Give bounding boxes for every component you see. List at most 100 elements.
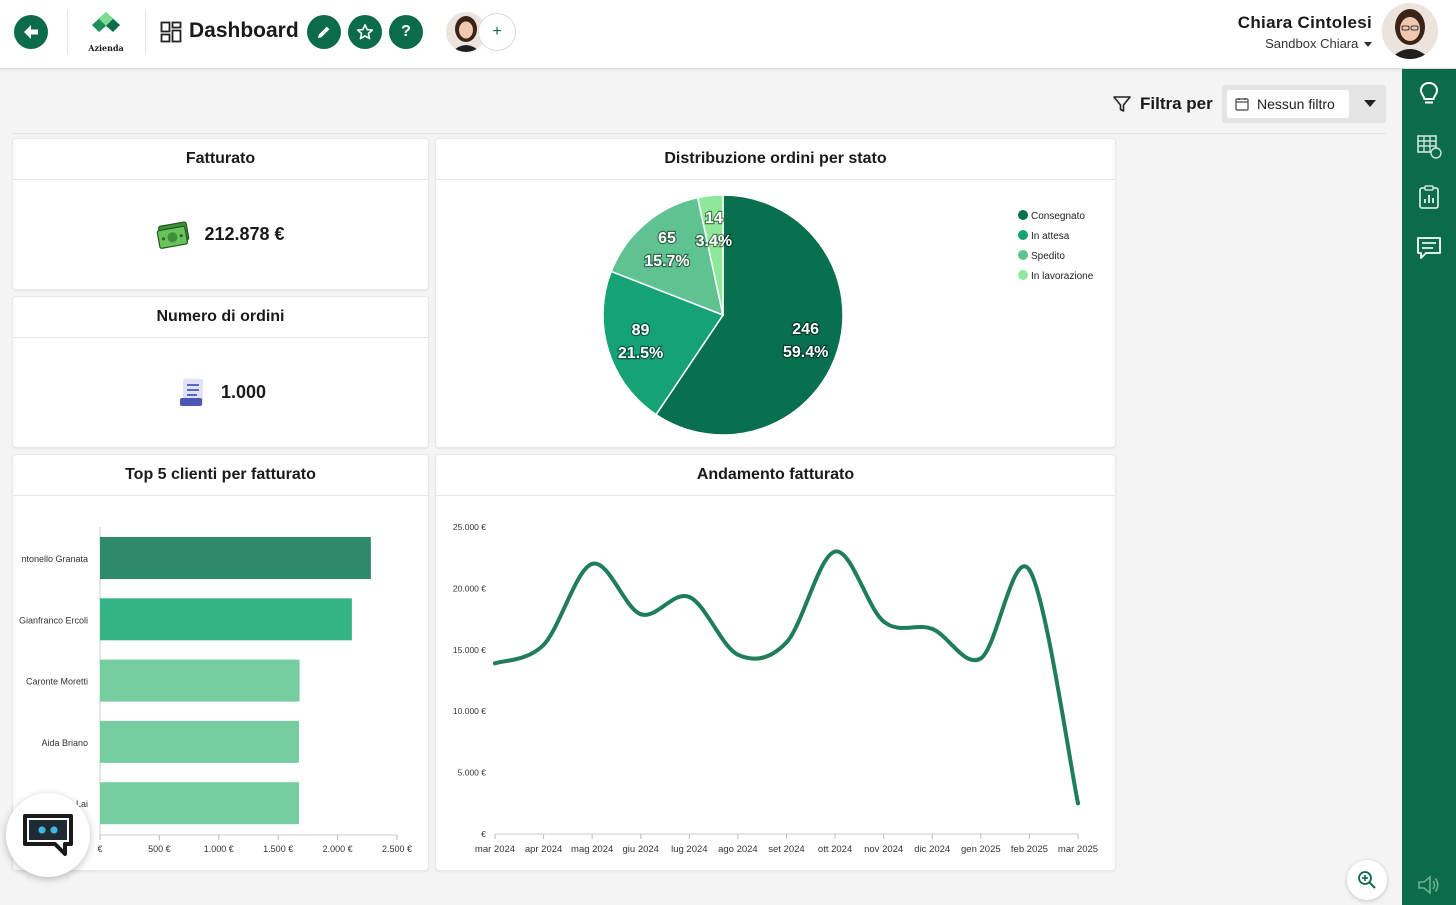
- user-name[interactable]: Chiara Cintolesi: [1237, 13, 1372, 32]
- bar-category-label: Gianfranco Ercoli: [19, 615, 88, 625]
- line-point[interactable]: [1027, 567, 1032, 572]
- line-point[interactable]: [881, 619, 886, 624]
- back-button[interactable]: [14, 15, 48, 49]
- bar-client[interactable]: [100, 537, 371, 579]
- document-list-icon: [179, 378, 203, 406]
- line-point[interactable]: [784, 640, 789, 645]
- filter-value-box[interactable]: Nessun filtro: [1227, 90, 1349, 118]
- calendar-icon: [1235, 98, 1249, 111]
- bar-client[interactable]: [100, 659, 300, 702]
- caret-down-icon: [1364, 42, 1372, 48]
- revenue-trend-line-chart: €5.000 € 10.000 € 15.000 € 20.000 € 25.000 €…: [453, 522, 1098, 855]
- right-sidebar: [1402, 69, 1456, 905]
- line-x-tick: ott 2024: [818, 844, 852, 855]
- revenue-trend-card: Andamento fatturato €5.000 € 10.000 € 15.0…: [435, 454, 1116, 871]
- pie-slice-consegnato[interactable]: [655, 194, 844, 436]
- bar-x-tick: 2.500 €: [382, 844, 412, 854]
- line-x-tick: giu 2024: [623, 844, 659, 855]
- line-y-tick: 20.000 €: [453, 583, 486, 593]
- lightbulb-icon[interactable]: [1416, 81, 1442, 107]
- line-y-tick: 15.000 €: [453, 645, 486, 655]
- pie-value-label: 14: [705, 210, 723, 227]
- chat-message-icon[interactable]: [1416, 235, 1442, 261]
- line-point[interactable]: [978, 656, 983, 661]
- pie-percent-label: 3.4%: [696, 233, 732, 250]
- revenue-card: Fatturato 212.878 €: [12, 138, 429, 290]
- legend-label[interactable]: Spedito: [1031, 251, 1065, 262]
- pie-card-title: Distribuzione ordini per stato: [436, 139, 1115, 180]
- line-x-tick: mag 2024: [571, 844, 613, 855]
- help-button[interactable]: ?: [389, 15, 423, 49]
- line-point[interactable]: [833, 549, 838, 554]
- chatbot-icon: [23, 814, 73, 856]
- pie-value-label: 65: [658, 230, 676, 247]
- legend-swatch: [1018, 210, 1028, 220]
- line-point[interactable]: [590, 561, 595, 566]
- orders-status-card: Distribuzione ordini per stato 246 59.4% 8…: [435, 138, 1116, 448]
- orders-card-title: Numero di ordini: [13, 297, 428, 338]
- pie-percent-label: 15.7%: [644, 253, 689, 270]
- clipboard-chart-icon[interactable]: [1416, 184, 1442, 210]
- bar-category-label: Lai: [76, 799, 88, 809]
- dropdown-caret-icon[interactable]: [1364, 100, 1376, 107]
- pie-value-label: 246: [792, 321, 819, 338]
- line-point[interactable]: [493, 661, 497, 666]
- user-avatar[interactable]: [1382, 3, 1438, 59]
- star-icon: [356, 23, 374, 40]
- workspace-name: Sandbox Chiara: [1265, 36, 1359, 51]
- line-point[interactable]: [638, 612, 643, 617]
- line-x-tick: apr 2024: [525, 844, 563, 855]
- top-clients-card-title: Top 5 clienti per fatturato: [13, 455, 428, 496]
- legend-label[interactable]: Consegnato: [1031, 211, 1085, 222]
- legend-label[interactable]: In lavorazione: [1031, 271, 1094, 282]
- page-title: Dashboard: [189, 19, 299, 42]
- line-y-tick: €: [481, 829, 486, 839]
- chatbot-button[interactable]: [6, 793, 90, 877]
- add-user-button[interactable]: +: [478, 13, 516, 51]
- bar-category-label: Caronte Moretti: [26, 677, 88, 687]
- line-point[interactable]: [930, 626, 935, 631]
- line-point[interactable]: [687, 594, 692, 599]
- orders-status-pie-chart: 246 59.4% 89 21.5% 65 15.7% 14 3.4% Consegnato In…: [602, 194, 1094, 436]
- line-x-tick: nov 2024: [864, 844, 903, 855]
- filter-label-text: Filtra per: [1140, 94, 1213, 113]
- table-help-icon[interactable]: [1416, 133, 1442, 159]
- company-logo[interactable]: Azienda: [86, 10, 126, 56]
- zoom-button[interactable]: [1347, 860, 1387, 900]
- favorite-button[interactable]: [348, 15, 382, 49]
- orders-value: 1.000: [220, 382, 267, 402]
- edit-button[interactable]: [307, 15, 341, 49]
- line-point[interactable]: [541, 642, 546, 647]
- bar-client[interactable]: [100, 598, 352, 641]
- top-clients-card: Top 5 clienti per fatturato ntonello Gra…: [12, 454, 429, 871]
- workspace-selector[interactable]: Sandbox Chiara: [1265, 36, 1372, 51]
- pie-slice-in-attesa[interactable]: [602, 270, 725, 416]
- filter-label: Filtra per: [1112, 94, 1213, 114]
- bar-client[interactable]: [100, 782, 299, 825]
- line-point[interactable]: [1076, 801, 1080, 806]
- plus-icon: +: [492, 23, 502, 40]
- top-bar: Azienda Dashboard ? + Chiara Cintolesi S…: [0, 0, 1456, 69]
- bar-category-label: Aida Briano: [41, 738, 88, 748]
- pie-slice-in-lavorazione[interactable]: [696, 194, 724, 316]
- line-point[interactable]: [735, 652, 740, 657]
- pie-slice-spedito[interactable]: [610, 196, 725, 317]
- speaker-icon[interactable]: [1416, 872, 1442, 898]
- pie-percent-label: 59.4%: [783, 344, 828, 361]
- filter-select[interactable]: Nessun filtro: [1222, 85, 1386, 123]
- line-x-tick: feb 2025: [1011, 844, 1048, 855]
- bar-x-tick: 500 €: [148, 844, 171, 854]
- pie-value-label: 89: [632, 322, 650, 339]
- trend-card-title: Andamento fatturato: [436, 455, 1115, 496]
- money-icon: [157, 220, 190, 249]
- bar-client[interactable]: [100, 720, 299, 763]
- line-x-tick: set 2024: [768, 844, 804, 855]
- line-x-tick: mar 2024: [475, 844, 515, 855]
- legend-label[interactable]: In attesa: [1031, 231, 1070, 242]
- filter-funnel-icon: [1113, 96, 1131, 112]
- legend-swatch: [1018, 250, 1028, 260]
- line-x-tick: mar 2025: [1058, 844, 1098, 855]
- revenue-trend-line[interactable]: [493, 549, 1080, 806]
- bar-x-tick: 1.500 €: [263, 844, 293, 854]
- logo-text: Azienda: [88, 43, 124, 53]
